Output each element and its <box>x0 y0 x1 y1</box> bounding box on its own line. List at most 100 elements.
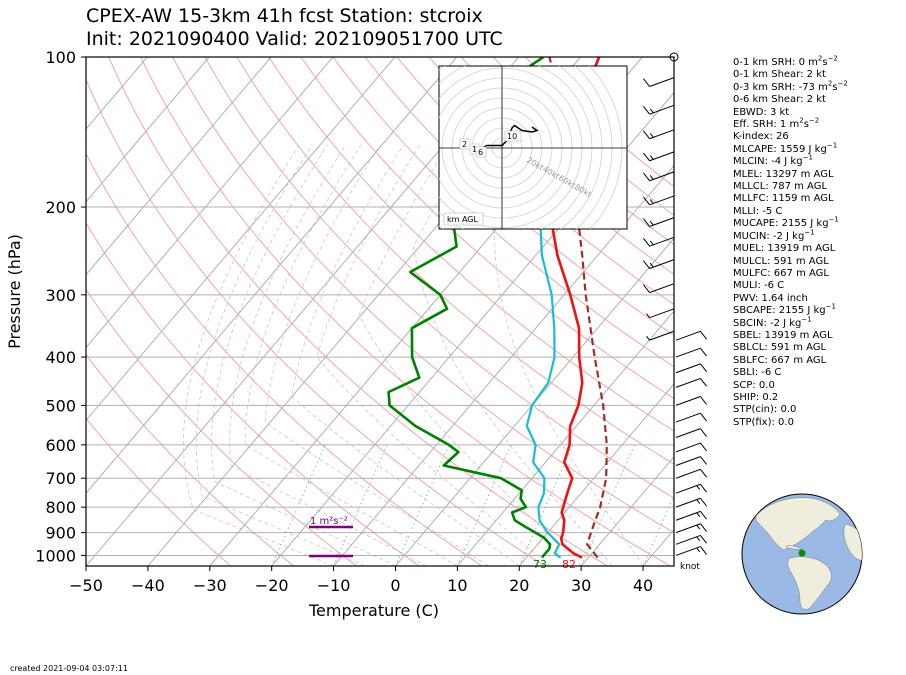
hodograph-legend-box <box>443 212 484 226</box>
sounding-index: Eff. SRH: 1 m2s−2 <box>733 116 848 131</box>
dry-adiabat <box>172 57 674 534</box>
x-tick-label: 30 <box>571 576 591 595</box>
station-marker <box>798 549 806 557</box>
y-tick-label: 800 <box>45 498 76 517</box>
wind-barb <box>675 428 707 438</box>
x-tick-label: −20 <box>255 576 289 595</box>
unit-exponent: −1 <box>804 228 815 237</box>
wind-barb <box>646 308 675 319</box>
isotherm <box>86 57 458 494</box>
sounding-index: MLLFC: 1159 m AGL <box>733 193 848 205</box>
hodograph-height-label: 2 <box>462 140 467 149</box>
dry-adiabat <box>86 152 483 566</box>
isotherm <box>86 57 272 276</box>
wind-barb <box>675 456 707 466</box>
unit-exponent: 2 <box>817 54 823 63</box>
isotherm <box>333 164 674 566</box>
sounding-index-text: SCP: 0.0 <box>733 379 775 391</box>
dry-adiabat <box>86 353 295 566</box>
mixing-ratio-line <box>271 444 326 566</box>
mixing-ratio-line <box>642 494 674 566</box>
sounding-index: EBWD: 3 kt <box>733 107 848 119</box>
chart-title-line-2: Init: 2021090400 Valid: 202109051700 UTC <box>86 28 503 50</box>
wind-barb <box>675 377 707 388</box>
sounding-index-text: 0-1 km SRH: 0 m <box>733 57 818 68</box>
x-axis-label: Temperature (C) <box>308 601 439 620</box>
sounding-index-text: MLCIN: -4 J kg <box>733 156 803 168</box>
wind-barb <box>643 195 675 206</box>
unit-exponent: −2 <box>808 116 820 125</box>
sounding-index-text: SBLI: -6 C <box>733 367 782 379</box>
sounding-index-text: Eff. SRH: 1 m <box>733 119 800 131</box>
sounding-index-text: 0-3 km SRH: -73 m <box>733 81 828 93</box>
x-tick-label: −10 <box>317 576 351 595</box>
sounding-index-text: SBEL: 13919 m AGL <box>733 329 833 341</box>
sounding-index-text: MLCAPE: 1559 J kg <box>733 143 827 155</box>
y-tick-label: 500 <box>45 396 76 415</box>
hodograph-legend: km AGL <box>447 215 479 224</box>
sounding-index: MULFC: 667 m AGL <box>733 268 848 280</box>
moist-adiabat <box>211 144 396 566</box>
sounding-index: SBCIN: -2 J kg−1 <box>733 315 848 330</box>
unit-exponent: −1 <box>825 302 836 311</box>
isotherm <box>86 57 396 422</box>
wind-barb <box>643 77 675 87</box>
wind-barb <box>643 217 675 227</box>
sounding-index-text: MUEL: 13919 m AGL <box>733 243 836 255</box>
isotherm <box>395 237 674 566</box>
dry-adiabat <box>236 57 674 465</box>
unit-exponent: −1 <box>801 315 812 324</box>
wind-barb <box>675 523 707 534</box>
unit-exponent: −2 <box>837 79 848 88</box>
wind-barb <box>675 330 707 341</box>
sounding-index: SHIP: 0.2 <box>733 392 848 404</box>
x-tick-label: 10 <box>447 576 467 595</box>
sounding-index: SBCAPE: 2155 J kg−1 <box>733 302 848 317</box>
dry-adiabat <box>140 57 671 566</box>
plot-frame <box>85 56 675 567</box>
sounding-index-text: EBWD: 3 kt <box>733 106 790 118</box>
sounding-index: SBLI: -6 C <box>733 367 848 379</box>
hodograph-height-label: 10 <box>507 132 517 141</box>
sounding-index-text: K-index: 26 <box>733 131 789 143</box>
wind-barb <box>675 510 707 521</box>
sounding-index-text: PWV: 1.64 inch <box>733 292 808 304</box>
sounding-index-text: MULI: -6 C <box>733 280 785 292</box>
dry-adiabat <box>268 57 674 432</box>
moist-adiabat <box>195 144 365 566</box>
sounding-index: STP(cin): 0.0 <box>733 404 848 416</box>
sounding-index-text: STP(cin): 0.0 <box>733 404 797 416</box>
unit-exponent: 2 <box>799 116 804 125</box>
hodograph-height-label: 1 <box>472 145 477 154</box>
mixing-ratio-line <box>395 444 450 566</box>
sounding-index: MUEL: 13919 m AGL <box>733 243 848 255</box>
calm-wind-marker <box>669 52 679 62</box>
dry-adiabat <box>86 288 357 566</box>
sounding-index: 0-3 km SRH: -73 m2s−2 <box>733 79 848 94</box>
unit-exponent: −2 <box>827 54 838 63</box>
sounding-index-text: MLLFC: 1159 m AGL <box>733 193 834 205</box>
unit-exponent: −1 <box>826 141 838 150</box>
isotherm <box>271 91 674 566</box>
hodograph-height-box <box>475 146 487 158</box>
wind-barb <box>675 534 707 545</box>
unit-text: s <box>832 81 838 93</box>
dry-adiabat <box>86 417 232 566</box>
wind-barb <box>675 546 707 556</box>
y-tick-label: 600 <box>45 436 76 455</box>
sounding-index: SBEL: 13919 m AGL <box>733 330 848 342</box>
sounding-index: MLCIN: -4 J kg−1 <box>733 153 848 168</box>
wind-barb <box>675 442 707 453</box>
sounding-index: MUCAPE: 2155 J kg−1 <box>733 216 848 230</box>
sounding-index-text: MULFC: 667 m AGL <box>733 267 829 279</box>
sounding-index-text: SBLCL: 591 m AGL <box>733 342 827 354</box>
unit-exponent: −1 <box>802 153 813 162</box>
sounding-index-text: STP(fix): 0.0 <box>733 416 794 428</box>
wind-barb <box>675 363 707 374</box>
sounding-index: MLEL: 13297 m AGL <box>733 169 848 181</box>
dry-adiabat <box>108 57 608 566</box>
wind-barb <box>675 497 707 508</box>
sounding-index-text: SBCIN: -2 J kg <box>733 317 802 329</box>
